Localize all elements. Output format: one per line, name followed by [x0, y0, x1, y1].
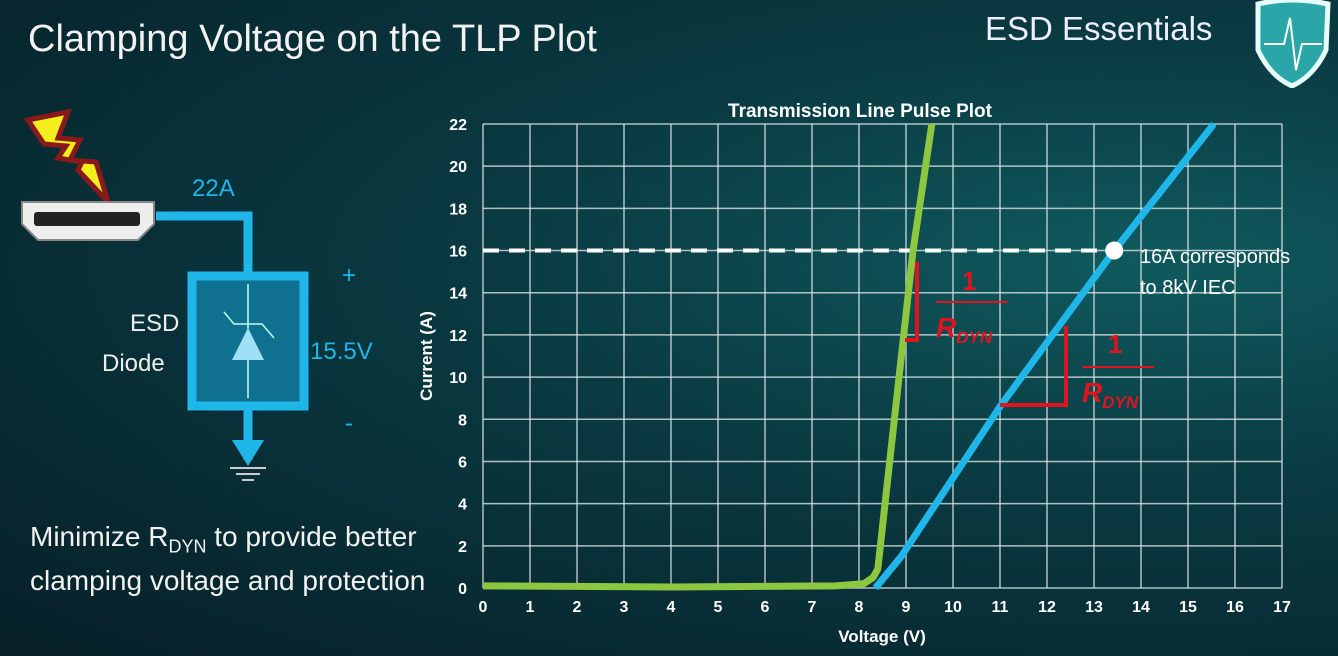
x-tick-label: 17: [1273, 599, 1291, 616]
y-tick-label: 18: [449, 201, 467, 218]
y-tick-label: 2: [458, 539, 467, 556]
annotation-16a-line2: to 8kV IEC: [1140, 277, 1236, 299]
rdyn-slope-marker-1: [905, 262, 919, 342]
x-tick-label: 15: [1179, 599, 1197, 616]
x-tick-label: 10: [944, 599, 962, 616]
marker-point: [1105, 241, 1124, 260]
esd-circuit-diagram: [21, 108, 309, 481]
device-label-line2: Diode: [102, 350, 165, 377]
device-label-line1: ESD: [130, 310, 180, 337]
y-tick-label: 8: [458, 412, 467, 429]
y-tick-label: 22: [449, 117, 467, 134]
current-label: 22A: [192, 175, 235, 202]
x-tick-label: 1: [526, 599, 535, 616]
x-tick-label: 5: [714, 599, 723, 616]
y-tick-label: 6: [458, 454, 467, 471]
x-tick-label: 2: [573, 599, 582, 616]
x-tick-label: 3: [620, 599, 629, 616]
rdyn-slope-marker-2: [1000, 326, 1068, 407]
x-tick-label: 13: [1085, 599, 1103, 616]
summary-sub: DYN: [168, 536, 207, 557]
y-tick-label: 0: [458, 581, 467, 598]
x-tick-label: 14: [1132, 599, 1150, 616]
voltage-label: 15.5V: [310, 338, 373, 365]
x-tick-label: 8: [855, 599, 864, 616]
x-axis-label: Voltage (V): [838, 627, 926, 646]
summary-text: Minimize RDYN to provide better clamping…: [30, 520, 430, 598]
chart-title: Transmission Line Pulse Plot: [728, 101, 993, 122]
summary-part2: to provide better clamping voltage and p…: [30, 521, 426, 596]
x-tick-label: 9: [902, 599, 911, 616]
plus-sign: +: [342, 262, 357, 289]
x-tick-label: 16: [1226, 599, 1244, 616]
y-tick-label: 12: [449, 328, 467, 345]
series-line-0: [482, 123, 936, 591]
x-tick-label: 0: [479, 599, 488, 616]
rdyn-denominator-1: RDYN: [936, 312, 993, 347]
rdyn-numerator-1: 1: [962, 266, 976, 296]
y-tick-label: 10: [449, 370, 467, 387]
summary-part1: Minimize R: [30, 521, 169, 552]
brand-name: ESD Essentials: [985, 10, 1213, 47]
minus-sign: -: [345, 410, 353, 437]
y-tick-label: 14: [449, 286, 467, 303]
x-tick-label: 11: [992, 599, 1009, 616]
y-tick-label: 20: [449, 159, 467, 176]
slide-title: Clamping Voltage on the TLP Plot: [28, 18, 597, 60]
x-tick-label: 6: [761, 599, 770, 616]
x-tick-label: 12: [1038, 599, 1056, 616]
y-tick-label: 4: [458, 497, 467, 514]
y-axis-label: Current (A): [417, 311, 436, 401]
x-tick-label: 7: [808, 599, 817, 616]
rdyn-denominator-2: RDYN: [1082, 377, 1139, 412]
x-tick-label: 4: [667, 599, 676, 616]
y-tick-label: 16: [449, 244, 467, 261]
shield-logo-icon: [1255, 0, 1331, 88]
annotation-16a-line1: 16A corresponds: [1140, 246, 1290, 268]
rdyn-numerator-2: 1: [1108, 329, 1122, 359]
series-line-1: [872, 121, 1217, 591]
